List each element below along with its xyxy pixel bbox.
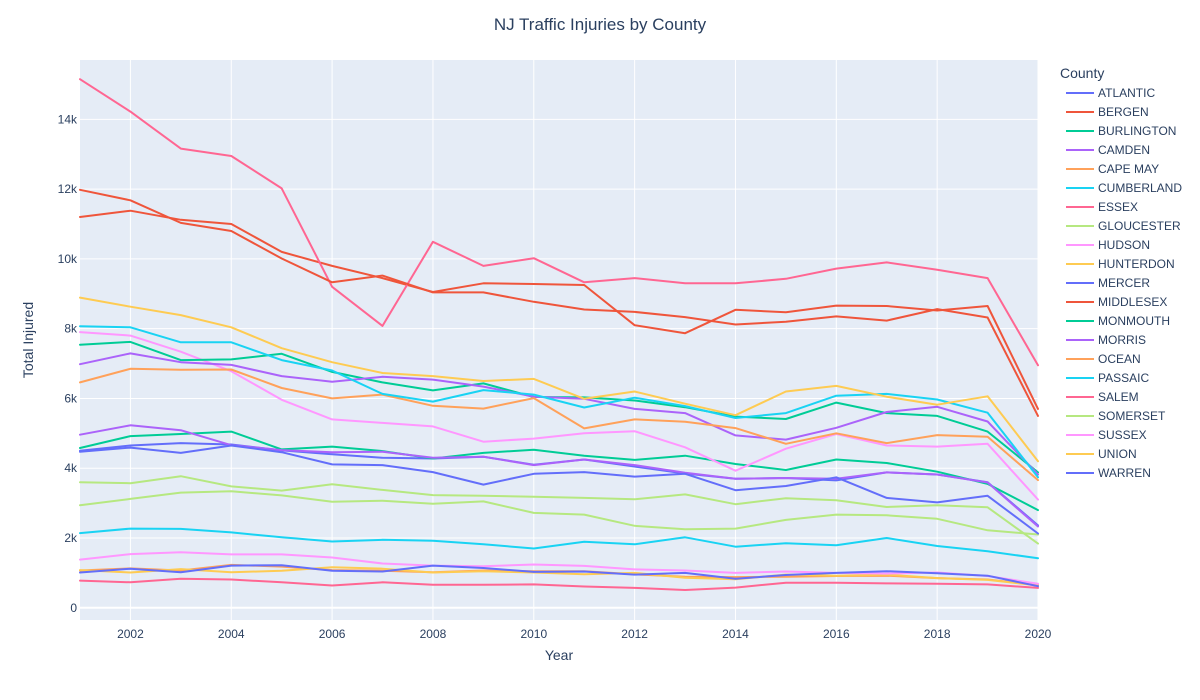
x-axis-title: Year bbox=[545, 647, 574, 663]
y-tick-label: 8k bbox=[64, 322, 78, 336]
x-axis-ticks: 2002 2004 2006 2008 2010 2012 2014 2016 2018 2020 bbox=[117, 627, 1052, 641]
legend-item-somerset[interactable]: SOMERSET bbox=[1098, 409, 1166, 423]
series-line-warren bbox=[79, 564, 1039, 588]
y-tick-label: 2k bbox=[64, 531, 78, 545]
legend-item-warren[interactable]: WARREN bbox=[1098, 466, 1151, 480]
series-line-cumberland bbox=[79, 527, 1039, 560]
series-line-morris bbox=[79, 352, 1039, 476]
legend-item-burlington[interactable]: BURLINGTON bbox=[1098, 124, 1176, 138]
legend-item-camden[interactable]: CAMDEN bbox=[1098, 143, 1150, 157]
legend-item-ocean[interactable]: OCEAN bbox=[1098, 352, 1141, 366]
series-line-gloucester bbox=[79, 490, 1039, 536]
legend-item-atlantic[interactable]: ATLANTIC bbox=[1098, 86, 1155, 100]
legend-item-cumberland[interactable]: CUMBERLAND bbox=[1098, 181, 1182, 195]
series-line-hudson bbox=[79, 331, 1039, 501]
legend-item-hunterdon[interactable]: HUNTERDON bbox=[1098, 257, 1175, 271]
x-tick-label: 2018 bbox=[924, 627, 951, 641]
series-line-ocean bbox=[79, 367, 1039, 482]
series-line-bergen bbox=[79, 209, 1039, 410]
legend-item-salem[interactable]: SALEM bbox=[1098, 390, 1139, 404]
legend-title: County bbox=[1060, 65, 1104, 81]
legend-item-bergen[interactable]: BERGEN bbox=[1098, 105, 1149, 119]
x-tick-label: 2014 bbox=[722, 627, 749, 641]
legend-item-hudson[interactable]: HUDSON bbox=[1098, 238, 1150, 252]
legend-item-morris[interactable]: MORRIS bbox=[1098, 333, 1146, 347]
legend: County ATLANTIC BERGEN BURLINGTON CAMDEN CAP… bbox=[1060, 65, 1182, 480]
legend-item-gloucester[interactable]: GLOUCESTER bbox=[1098, 219, 1181, 233]
y-tick-label: 10k bbox=[58, 252, 78, 266]
x-tick-label: 2008 bbox=[420, 627, 447, 641]
series-line-middlesex bbox=[79, 188, 1039, 417]
y-axis-title: Total Injured bbox=[20, 302, 36, 378]
y-tick-label: 6k bbox=[64, 391, 78, 405]
x-tick-label: 2010 bbox=[520, 627, 547, 641]
legend-item-monmouth[interactable]: MONMOUTH bbox=[1098, 314, 1170, 328]
series-line-union bbox=[79, 296, 1039, 463]
series-line-somerset bbox=[79, 475, 1039, 545]
series-line-hunterdon bbox=[79, 566, 1039, 587]
chart-title: NJ Traffic Injuries by County bbox=[494, 15, 707, 34]
x-tick-label: 2006 bbox=[319, 627, 346, 641]
x-tick-label: 2004 bbox=[218, 627, 245, 641]
series-line-mercer bbox=[79, 444, 1039, 535]
legend-item-passaic[interactable]: PASSAIC bbox=[1098, 371, 1149, 385]
series-line-sussex bbox=[79, 551, 1039, 585]
y-tick-label: 14k bbox=[58, 112, 78, 126]
x-tick-label: 2020 bbox=[1025, 627, 1052, 641]
legend-item-mercer[interactable]: MERCER bbox=[1098, 276, 1150, 290]
x-tick-label: 2016 bbox=[823, 627, 850, 641]
y-tick-label: 0 bbox=[70, 601, 77, 615]
x-tick-label: 2012 bbox=[621, 627, 648, 641]
legend-item-sussex[interactable]: SUSSEX bbox=[1098, 428, 1147, 442]
legend-item-essex[interactable]: ESSEX bbox=[1098, 200, 1138, 214]
series-line-salem bbox=[79, 577, 1039, 591]
legend-item-union[interactable]: UNION bbox=[1098, 447, 1137, 461]
series-line-burlington bbox=[79, 430, 1039, 512]
legend-item-cape-may[interactable]: CAPE MAY bbox=[1098, 162, 1159, 176]
y-axis-ticks: 0 2k 4k 6k 8k 10k 12k 14k bbox=[58, 112, 78, 614]
legend-item-middlesex[interactable]: MIDDLESEX bbox=[1098, 295, 1167, 309]
x-tick-label: 2002 bbox=[117, 627, 144, 641]
y-tick-label: 4k bbox=[64, 461, 78, 475]
plot-background bbox=[80, 60, 1038, 620]
series-layer bbox=[79, 78, 1039, 591]
series-line-essex bbox=[79, 78, 1039, 367]
y-tick-label: 12k bbox=[58, 182, 78, 196]
